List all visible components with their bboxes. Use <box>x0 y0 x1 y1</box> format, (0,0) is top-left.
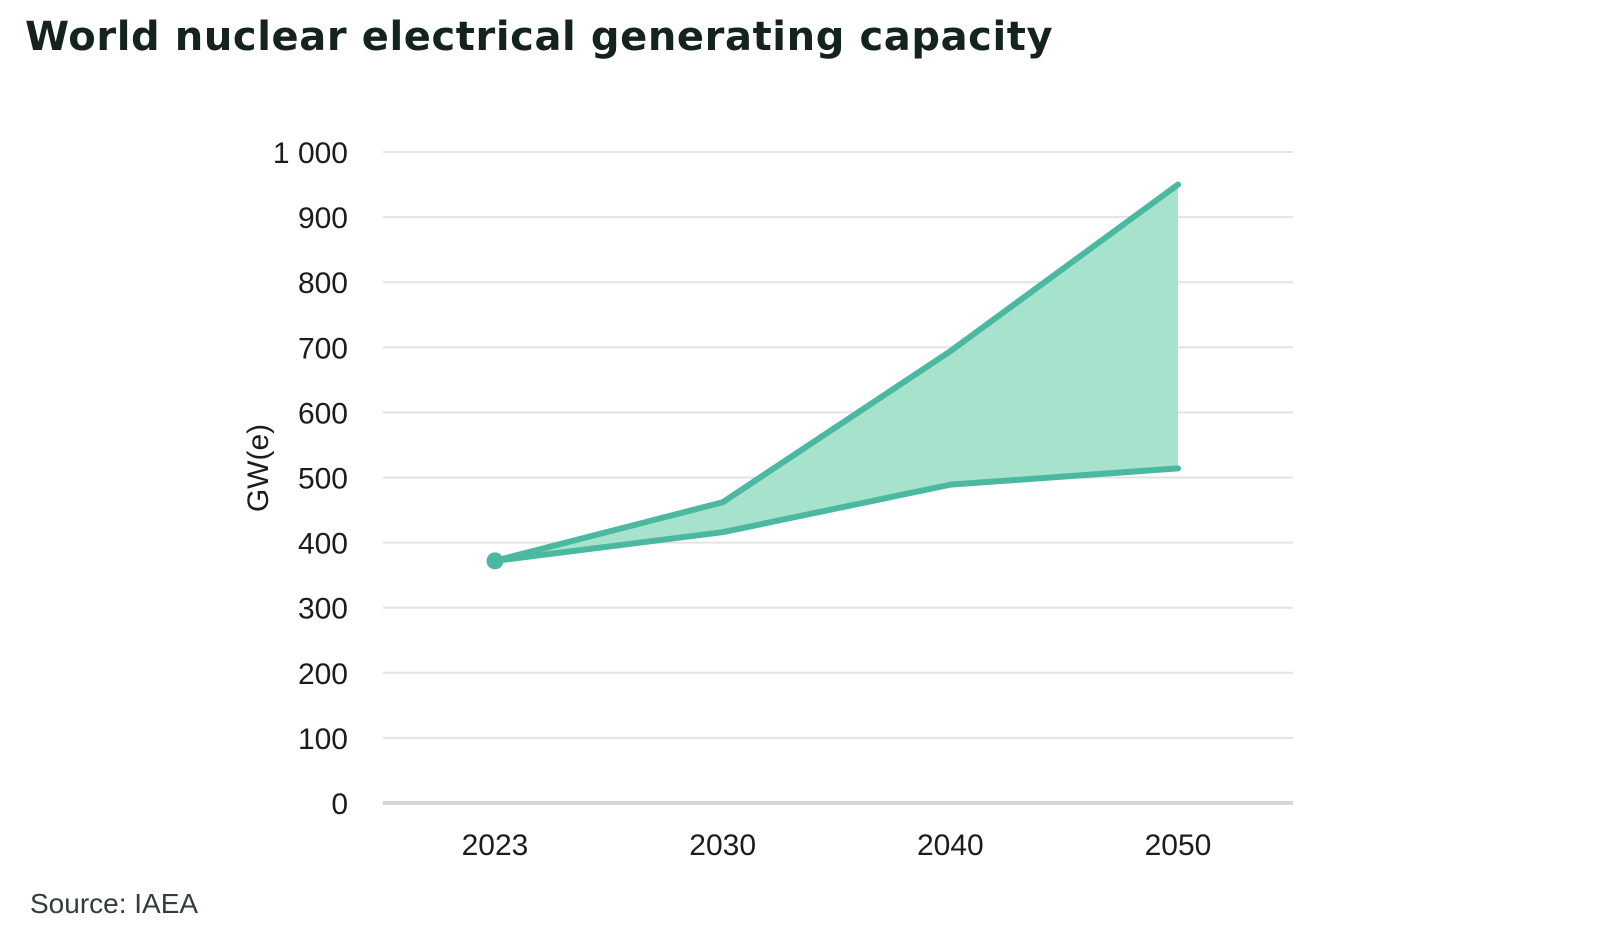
chart-title: World nuclear electrical generating capa… <box>25 14 1054 60</box>
x-tick-label: 2040 <box>917 829 984 862</box>
y-tick-label: 0 <box>331 788 348 821</box>
projection-range-area <box>495 184 1178 561</box>
y-axis-title-text: GW(e) <box>242 424 275 512</box>
y-tick-label: 400 <box>298 528 348 561</box>
y-tick-label: 300 <box>298 593 348 626</box>
high-case-line <box>492 181 1181 564</box>
y-tick-label: 800 <box>298 267 348 300</box>
y-tick-label: 200 <box>298 658 348 691</box>
start-point-dot <box>486 552 504 570</box>
x-tick-label: 2050 <box>1145 829 1212 862</box>
source-label: Source: IAEA <box>30 888 199 919</box>
x-tick-label: 2030 <box>689 829 756 862</box>
y-tick-label: 700 <box>298 332 348 365</box>
projection-lines <box>492 181 1181 564</box>
y-tick-label: 900 <box>298 202 348 235</box>
y-tick-label: 500 <box>298 463 348 496</box>
y-tick-label: 1 000 <box>273 137 348 170</box>
x-axis-tick-labels: 2023 2030 2040 2050 <box>462 829 1212 862</box>
y-axis-tick-labels: 0 100 200 300 400 500 600 700 800 900 1 000 <box>273 137 348 821</box>
y-tick-label: 100 <box>298 723 348 756</box>
y-tick-label: 600 <box>298 397 348 430</box>
x-tick-label: 2023 <box>462 829 529 862</box>
y-axis-title: GW(e) <box>242 424 275 512</box>
low-case-line <box>492 465 1181 564</box>
range-area-fill <box>495 184 1178 561</box>
start-point-marker <box>486 552 504 570</box>
